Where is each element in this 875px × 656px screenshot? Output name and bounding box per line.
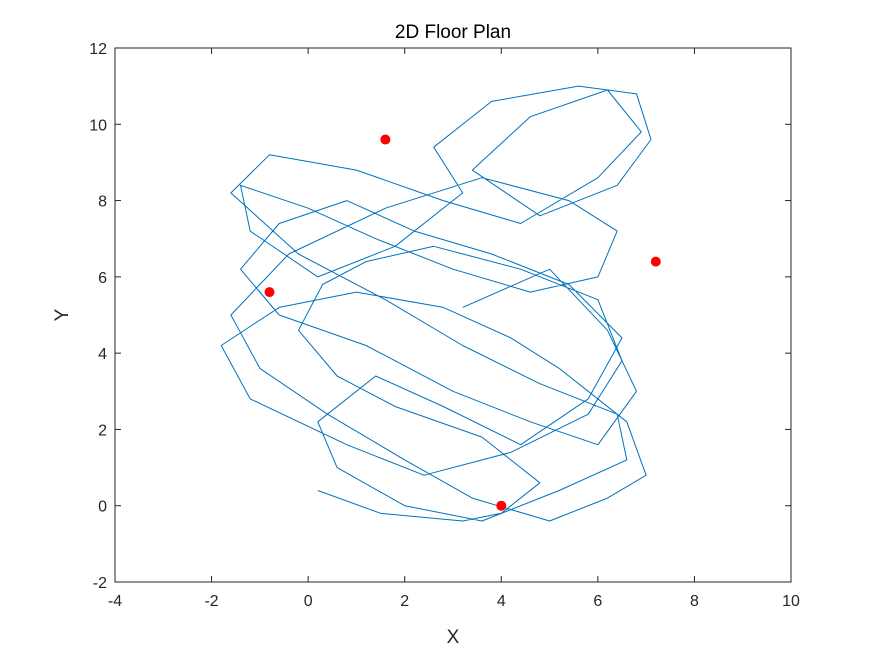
y-tick-label: 12	[89, 41, 107, 58]
y-axis-label: Y	[52, 308, 73, 321]
y-axis-ticks: -2 0 2 4 6 8 10 12	[89, 41, 791, 592]
x-tick-label: 2	[400, 593, 409, 610]
x-tick-label: -2	[204, 593, 218, 610]
y-tick-label: 8	[98, 194, 107, 211]
marker-point	[650, 256, 661, 267]
x-tick-label: 0	[304, 593, 313, 610]
y-tick-label: 10	[89, 117, 107, 134]
x-axis-ticks: -4 -2 0 2 4 6 8 10	[108, 48, 800, 610]
y-tick-label: 6	[98, 270, 107, 287]
x-tick-label: 4	[497, 593, 506, 610]
marker-point	[380, 134, 391, 145]
marker-point	[496, 500, 507, 511]
axes-frame	[114, 47, 792, 583]
y-tick-label: -2	[93, 575, 107, 592]
axes-background	[115, 48, 791, 582]
x-axis-label: X	[447, 627, 460, 648]
x-tick-label: 10	[782, 593, 800, 610]
y-tick-label: 0	[98, 499, 107, 516]
y-tick-label: 2	[98, 422, 107, 439]
x-tick-label: 6	[593, 593, 602, 610]
marker-point	[264, 287, 275, 298]
x-tick-label: 8	[690, 593, 699, 610]
plot-area	[114, 47, 792, 583]
x-tick-label: -4	[108, 593, 122, 610]
series-layer	[220, 85, 661, 522]
y-tick-label: 4	[98, 346, 107, 363]
chart-title: 2D Floor Plan	[395, 22, 511, 43]
trajectory-line	[220, 85, 652, 522]
